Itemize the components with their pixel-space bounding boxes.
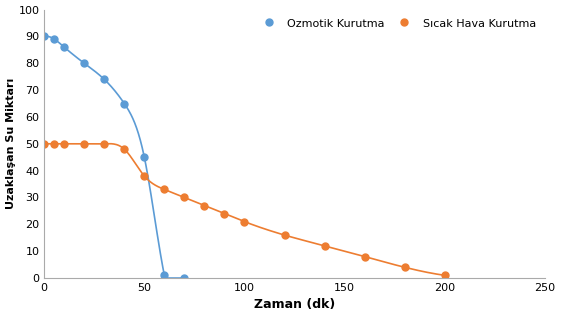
- Sıcak Hava Kurutma: [81, 142, 88, 146]
- Sıcak Hava Kurutma: [101, 142, 108, 146]
- Line: Ozmotik Kurutma: Ozmotik Kurutma: [41, 33, 188, 281]
- Sıcak Hava Kurutma: [141, 174, 148, 178]
- Sıcak Hava Kurutma: [241, 220, 248, 223]
- Ozmotik Kurutma: [61, 45, 67, 49]
- Sıcak Hava Kurutma: [201, 204, 208, 207]
- Y-axis label: Uzaklaşan Su Miktarı: Uzaklaşan Su Miktarı: [6, 78, 16, 210]
- Ozmotik Kurutma: [101, 77, 108, 81]
- Ozmotik Kurutma: [121, 102, 128, 106]
- Ozmotik Kurutma: [161, 274, 168, 277]
- Sıcak Hava Kurutma: [442, 274, 448, 277]
- Sıcak Hava Kurutma: [181, 196, 188, 199]
- Sıcak Hava Kurutma: [401, 265, 408, 269]
- Ozmotik Kurutma: [141, 155, 148, 159]
- Line: Sıcak Hava Kurutma: Sıcak Hava Kurutma: [41, 140, 448, 279]
- Sıcak Hava Kurutma: [121, 147, 128, 151]
- Sıcak Hava Kurutma: [221, 212, 228, 216]
- Sıcak Hava Kurutma: [161, 188, 168, 191]
- Ozmotik Kurutma: [41, 35, 48, 38]
- Ozmotik Kurutma: [81, 61, 88, 65]
- Ozmotik Kurutma: [181, 276, 188, 280]
- Sıcak Hava Kurutma: [61, 142, 67, 146]
- Sıcak Hava Kurutma: [361, 255, 368, 258]
- Sıcak Hava Kurutma: [51, 142, 58, 146]
- Sıcak Hava Kurutma: [41, 142, 48, 146]
- Sıcak Hava Kurutma: [281, 233, 288, 237]
- X-axis label: Zaman (dk): Zaman (dk): [254, 298, 335, 311]
- Ozmotik Kurutma: [51, 37, 58, 41]
- Legend: Ozmotik Kurutma, Sıcak Hava Kurutma: Ozmotik Kurutma, Sıcak Hava Kurutma: [255, 15, 539, 32]
- Sıcak Hava Kurutma: [321, 244, 328, 248]
